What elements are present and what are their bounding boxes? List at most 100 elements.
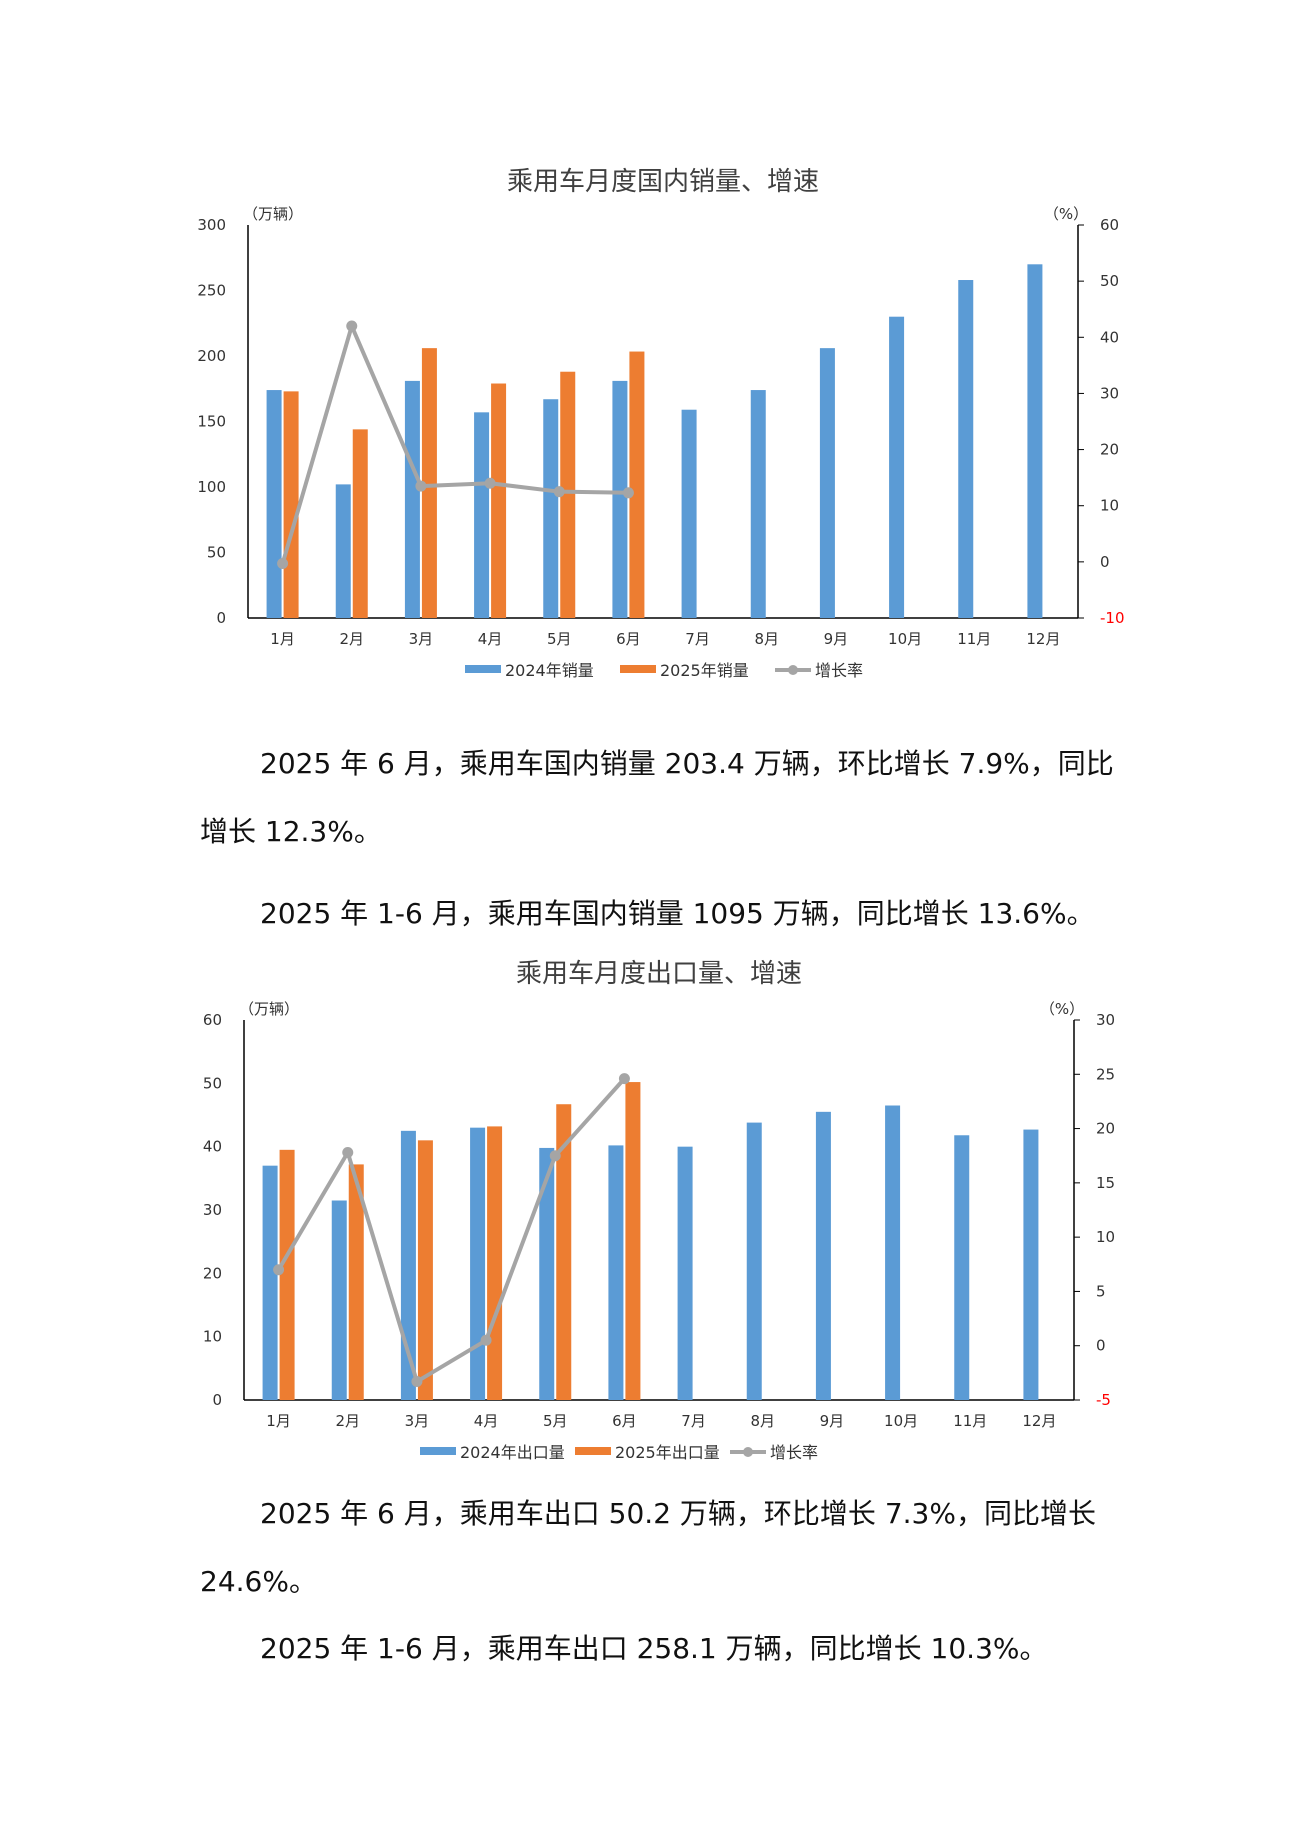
bar-series2 xyxy=(556,1104,572,1400)
x-tick-label: 2月 xyxy=(335,1412,360,1430)
y-right-tick-label: -5 xyxy=(1096,1391,1111,1409)
bar-series1 xyxy=(266,390,282,618)
y-right-tick-label: 15 xyxy=(1096,1174,1115,1192)
paragraph-june-domestic: 2025 年 6 月，乘用车国内销量 203.4 万辆，环比增长 7.9%，同比… xyxy=(200,747,1114,848)
bar-series2 xyxy=(417,1140,433,1400)
x-tick-label: 7月 xyxy=(681,1412,706,1430)
legend-swatch xyxy=(620,665,656,673)
x-tick-label: 8月 xyxy=(750,1412,775,1430)
y-left-unit: （万辆） xyxy=(239,1000,299,1018)
y-left-tick-label: 30 xyxy=(203,1201,222,1219)
y-left-tick-label: 200 xyxy=(197,347,226,365)
legend-swatch-marker xyxy=(743,1447,753,1457)
bar-series1 xyxy=(543,399,559,618)
domestic-sales-chart-svg: 乘用车月度国内销量、增速（万辆） （%）050100150200250300-10… xyxy=(197,167,1125,680)
bar-series1 xyxy=(404,380,420,618)
y-left-tick-label: 50 xyxy=(207,544,226,562)
y-right-tick-label: 20 xyxy=(1100,441,1119,459)
y-right-tick-label: -10 xyxy=(1100,609,1125,627)
growth-rate-point xyxy=(553,486,565,498)
domestic-sales-chart: 乘用车月度国内销量、增速 （万辆） （%） 0 50 100 150 200 250 300 -10… xyxy=(0,160,1307,700)
bar-series1 xyxy=(470,1127,486,1400)
x-tick-label: 9月 xyxy=(820,1412,845,1430)
y-right-tick-label: 25 xyxy=(1096,1065,1115,1083)
bar-series1 xyxy=(335,484,351,618)
bar-series2 xyxy=(348,1164,364,1400)
y-right-tick-label: 50 xyxy=(1100,272,1119,290)
y-left-tick-label: 60 xyxy=(203,1011,222,1029)
legend-swatch xyxy=(465,665,501,673)
x-tick-label: 9月 xyxy=(824,630,849,648)
growth-rate-point xyxy=(277,558,289,570)
legend-label: 增长率 xyxy=(770,1443,818,1462)
x-tick-label: 5月 xyxy=(543,1412,568,1430)
growth-rate-point xyxy=(618,1073,630,1085)
y-left-tick-label: 10 xyxy=(203,1328,222,1346)
bar-series1 xyxy=(954,1135,970,1400)
legend-label: 2024年销量 xyxy=(505,661,594,680)
y-right-tick-label: 20 xyxy=(1096,1120,1115,1138)
bar-series1 xyxy=(677,1146,693,1400)
y-right-unit: （%） xyxy=(1040,1000,1084,1018)
bar-series2 xyxy=(487,1126,503,1400)
y-right-tick-label: 30 xyxy=(1096,1011,1115,1029)
y-right-tick-label: 0 xyxy=(1100,553,1110,571)
x-tick-label: 12月 xyxy=(1022,1412,1056,1430)
bar-series1 xyxy=(608,1145,624,1400)
y-left-tick-label: 100 xyxy=(197,478,226,496)
y-right-tick-label: 10 xyxy=(1100,497,1119,515)
paragraph-h1-export: 2025 年 1-6 月，乘用车出口 258.1 万辆，同比增长 10.3%。 xyxy=(260,1632,1048,1665)
bar-series2 xyxy=(491,383,507,618)
x-tick-label: 10月 xyxy=(884,1412,918,1430)
bar-series2 xyxy=(629,351,645,618)
y-right-tick-label: 30 xyxy=(1100,384,1119,402)
y-right-unit: （%） xyxy=(1044,205,1088,223)
legend-swatch xyxy=(575,1447,611,1455)
bar-series2 xyxy=(283,391,299,618)
y-left-tick-label: 0 xyxy=(216,609,226,627)
x-tick-label: 11月 xyxy=(957,630,991,648)
legend-swatch xyxy=(420,1447,456,1455)
bar-series1 xyxy=(746,1122,762,1400)
bar-series1 xyxy=(331,1200,347,1400)
bar-series1 xyxy=(958,280,974,618)
bar-series1 xyxy=(1027,264,1043,618)
x-tick-label: 10月 xyxy=(888,630,922,648)
y-right-tick-label: 40 xyxy=(1100,328,1119,346)
x-tick-label: 1月 xyxy=(270,630,295,648)
x-tick-label: 4月 xyxy=(474,1412,499,1430)
growth-rate-point xyxy=(346,320,358,332)
bar-series2 xyxy=(560,371,576,618)
growth-rate-point xyxy=(273,1264,285,1276)
x-tick-label: 11月 xyxy=(953,1412,987,1430)
bar-series1 xyxy=(681,409,697,618)
legend-label: 2025年出口量 xyxy=(615,1443,720,1462)
x-tick-label: 8月 xyxy=(754,630,779,648)
bar-series2 xyxy=(352,429,368,618)
chart-title: 乘用车月度国内销量、增速 xyxy=(507,167,819,197)
bar-series1 xyxy=(815,1111,831,1400)
bar-series1 xyxy=(750,390,766,618)
y-right-tick-label: 0 xyxy=(1096,1337,1106,1355)
y-left-tick-label: 50 xyxy=(203,1074,222,1092)
bar-series1 xyxy=(885,1105,901,1400)
y-right-tick-label: 60 xyxy=(1100,216,1119,234)
growth-rate-point xyxy=(411,1376,423,1388)
x-tick-label: 4月 xyxy=(478,630,503,648)
x-tick-label: 3月 xyxy=(409,630,434,648)
paragraph-june-export: 2025 年 6 月，乘用车出口 50.2 万辆，环比增长 7.3%，同比增长 … xyxy=(200,1497,1096,1598)
x-tick-label: 3月 xyxy=(405,1412,430,1430)
legend-label: 2024年出口量 xyxy=(460,1443,565,1462)
y-left-tick-label: 300 xyxy=(197,216,226,234)
bar-series1 xyxy=(889,316,905,618)
legend-swatch-marker xyxy=(788,665,798,675)
growth-rate-point xyxy=(549,1150,561,1162)
y-right-tick-label: 10 xyxy=(1096,1228,1115,1246)
bar-series1 xyxy=(819,348,835,618)
bar-series1 xyxy=(539,1147,555,1400)
x-tick-label: 6月 xyxy=(616,630,641,648)
x-tick-label: 12月 xyxy=(1026,630,1060,648)
export-chart: 乘用车月度出口量、增速 （万辆） （%） 0 10 20 30 40 50 60 -5 0 5 10 15 2… xyxy=(0,945,1307,1485)
bar-series2 xyxy=(279,1149,295,1400)
bar-series1 xyxy=(474,412,490,618)
